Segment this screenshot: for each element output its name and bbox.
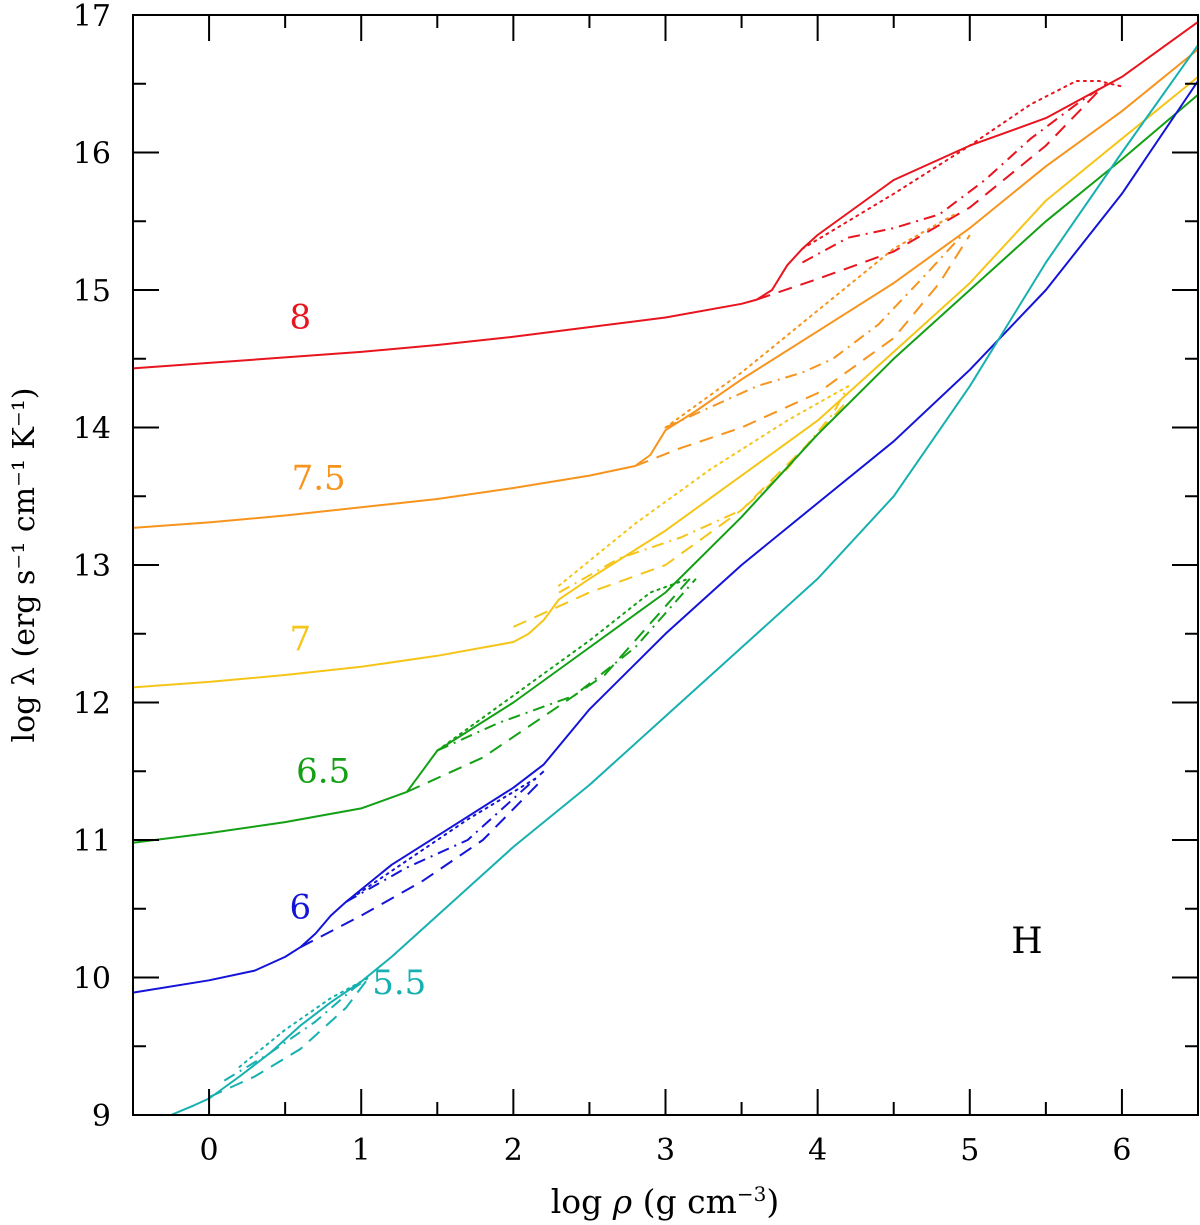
curve-logT-5_5-solid	[170, 44, 1199, 1116]
curve-logT-6-dotted	[345, 777, 538, 903]
curve-logT-6-dashed	[299, 777, 545, 949]
curve-logT-8-dotted	[801, 80, 1123, 250]
y-tick-label: 10	[73, 962, 111, 997]
curve-logT-7_5-dashdot	[665, 234, 963, 429]
y-tick-label: 11	[73, 824, 111, 859]
curve-logT-5_5-dotted	[238, 976, 370, 1068]
curve-logT-6-solid	[132, 80, 1199, 994]
y-tick-label: 17	[73, 0, 111, 34]
x-axis-label: log ρ (g cm−3)	[551, 1182, 780, 1221]
curve-logT-6-dashdot	[345, 770, 545, 903]
y-tick-label: 13	[73, 549, 111, 584]
curve-logT-6_5-dashed	[406, 571, 697, 793]
plot-curves	[132, 21, 1199, 1116]
curve-logT-6_5-dotted	[436, 577, 690, 752]
curve-label-8: 8	[290, 298, 312, 338]
x-axis-ticks	[132, 15, 1199, 1115]
curve-logT-8-dashed	[756, 89, 1100, 301]
curve-logT-7-solid	[132, 76, 1199, 689]
y-tick-label: 16	[73, 137, 111, 172]
x-axis-tick-labels: 0 1 2 3 4 5 6	[200, 1133, 1132, 1168]
element-annotation: H	[1011, 921, 1042, 962]
curve-logT-7-dashdot	[558, 385, 849, 594]
y-tick-label: 9	[92, 1099, 111, 1134]
curve-label-5_5: 5.5	[372, 963, 426, 1003]
curve-label-6_5: 6.5	[296, 751, 350, 791]
x-tick-label: 6	[1112, 1133, 1131, 1168]
y-tick-label: 14	[73, 412, 111, 447]
x-tick-label: 1	[352, 1133, 371, 1168]
x-tick-label: 5	[960, 1133, 979, 1168]
y-axis-label: log λ (erg s⁻¹ cm⁻¹ K⁻¹)	[7, 388, 42, 743]
y-tick-label: 12	[73, 687, 111, 722]
curve-label-6: 6	[290, 887, 312, 927]
curve-logT-7_5-dotted	[664, 213, 956, 429]
curve-labels: 8 7.5 7 6.5 6 5.5	[290, 298, 427, 1004]
x-tick-label: 4	[808, 1133, 827, 1168]
y-tick-label: 15	[73, 274, 111, 309]
y-axis-tick-labels: 9 10 11 12 13 14 15 16 17	[73, 0, 111, 1134]
curve-logT-7_5-dashed	[634, 234, 971, 467]
curve-label-7: 7	[290, 619, 312, 659]
curve-label-7_5: 7.5	[292, 458, 346, 498]
curve-logT-8-dashdot	[801, 82, 1108, 264]
curve-logT-7-dotted	[558, 385, 850, 587]
x-tick-label: 2	[504, 1133, 523, 1168]
curve-logT-5_5-dashed	[208, 976, 370, 1099]
curve-logT-6_5-dashdot	[436, 578, 697, 752]
curve-logT-5_5-dashdot	[223, 976, 370, 1082]
x-tick-label: 0	[200, 1133, 219, 1168]
curve-logT-7_5-solid	[132, 48, 1199, 529]
y-axis-ticks	[133, 14, 1198, 1116]
x-tick-label: 3	[656, 1133, 675, 1168]
curve-logT-6_5-solid	[132, 93, 1199, 844]
